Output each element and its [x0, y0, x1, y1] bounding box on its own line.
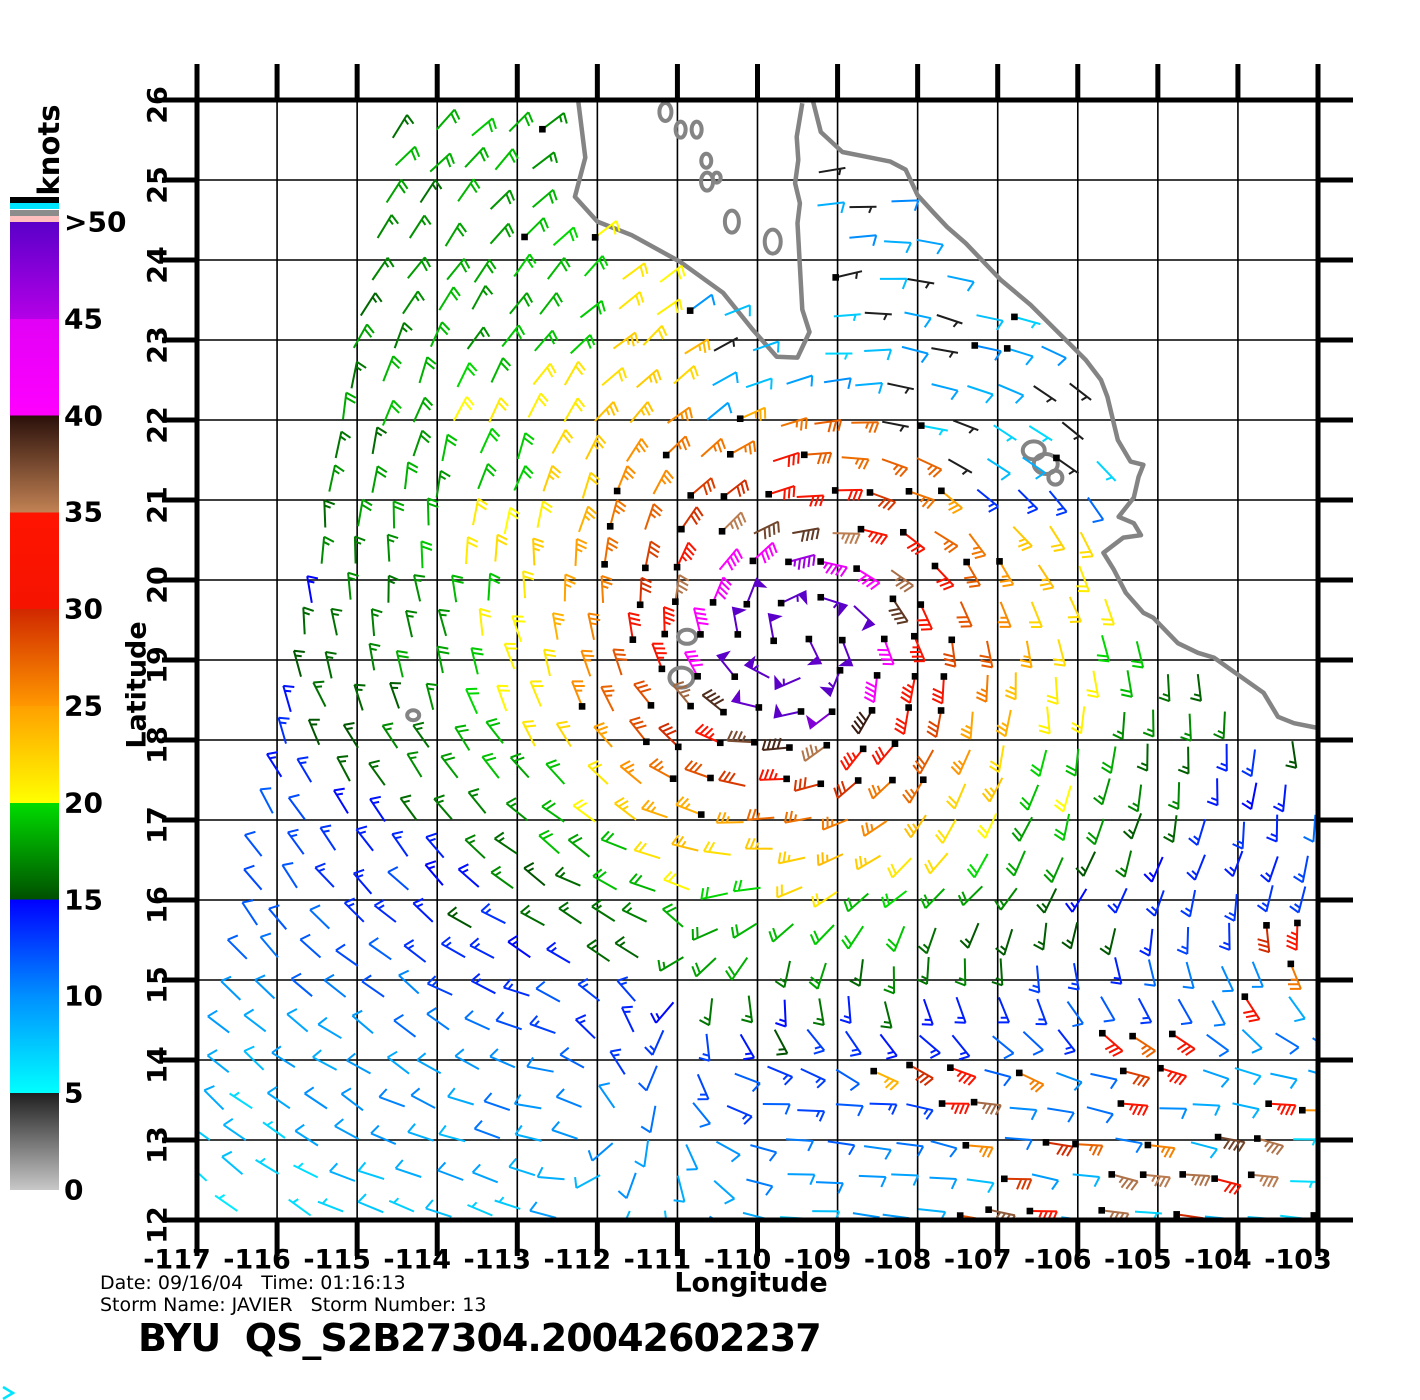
- x-tick-label: -116: [223, 1244, 291, 1276]
- x-tick-label: -113: [463, 1244, 532, 1276]
- wind-barb-layer: [197, 108, 1318, 1220]
- y-tick-label: 16: [142, 886, 174, 924]
- x-tick-label: -109: [783, 1244, 852, 1276]
- colorbar-stripe: [10, 209, 59, 216]
- date-time-line: Date: 09/16/04 Time: 01:16:13: [100, 1272, 406, 1294]
- colorbar-tick-label: 15: [64, 883, 103, 917]
- corner-cyan-mark: [2, 1385, 16, 1400]
- x-tick-label: -112: [543, 1244, 612, 1276]
- colorbar-tick-label: 0: [64, 1173, 84, 1207]
- colorbar-tick-label: >50: [64, 205, 127, 239]
- x-tick-label: -103: [1264, 1244, 1332, 1276]
- colorbar-tick-label: 30: [64, 592, 103, 626]
- y-tick-label: 12: [142, 1206, 174, 1244]
- colorbar-tick-label: 40: [64, 399, 103, 433]
- colorbar-tick-label: 45: [64, 302, 103, 336]
- y-tick-label: 26: [142, 86, 174, 124]
- colorbar-stripe: [10, 197, 59, 203]
- x-tick-label: -115: [303, 1244, 371, 1276]
- colorbar-stripe: [10, 203, 59, 210]
- plot-title: BYU QS_S2B27304.20042602237: [138, 1316, 822, 1360]
- colorbar-tick-label: 20: [64, 786, 103, 820]
- x-axis-title: Longitude: [674, 1267, 828, 1299]
- grid-lines: [197, 100, 1318, 1220]
- colorbar-tick-label: 10: [64, 979, 103, 1013]
- y-tick-label: 17: [142, 806, 174, 844]
- x-tick-label: -110: [703, 1244, 772, 1276]
- y-tick-label: 23: [142, 326, 174, 364]
- colorbar-tick-label: 5: [64, 1076, 84, 1110]
- x-tick-label: -106: [1023, 1244, 1092, 1276]
- y-tick-label: 24: [142, 246, 174, 284]
- y-tick-label: 15: [142, 966, 174, 1004]
- x-tick-label: -105: [1104, 1244, 1172, 1276]
- colorbar-stripe: [10, 215, 59, 222]
- y-tick-label: 21: [142, 486, 174, 524]
- y-axis-title: Latitude: [121, 621, 153, 749]
- colorbar-tick-label: 35: [64, 495, 103, 529]
- coastline-layer: [405, 99, 1319, 731]
- x-tick-label: -117: [143, 1244, 211, 1276]
- y-tick-label: 13: [142, 1126, 174, 1164]
- x-tick-label: -111: [623, 1244, 692, 1276]
- y-tick-label: 22: [142, 406, 174, 444]
- y-tick-label: 25: [142, 166, 174, 204]
- x-tick-label: -114: [383, 1244, 451, 1276]
- colorbar-tick-label: 25: [64, 689, 103, 723]
- x-tick-label: -107: [943, 1244, 1012, 1276]
- y-tick-label: 20: [142, 566, 174, 604]
- x-tick-label: -108: [863, 1244, 932, 1276]
- storm-info-line: Storm Name: JAVIER Storm Number: 13: [100, 1294, 487, 1316]
- axes-frame: [162, 64, 1353, 1256]
- colorbar-gradient: [10, 222, 59, 1190]
- x-tick-label: -104: [1184, 1244, 1252, 1276]
- y-tick-label: 14: [142, 1046, 174, 1084]
